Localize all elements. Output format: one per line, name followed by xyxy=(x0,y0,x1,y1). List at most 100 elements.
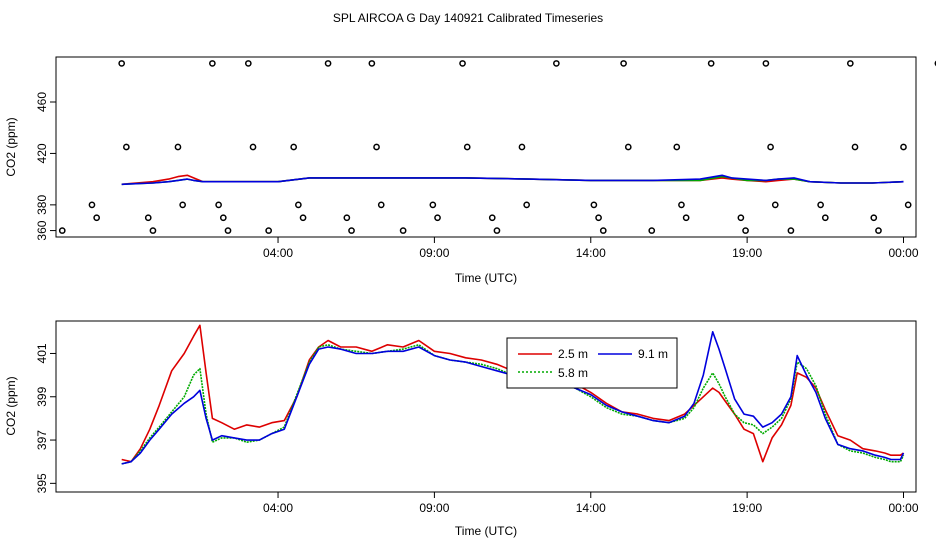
calibration-point xyxy=(377,201,385,209)
overview-series-9-1-m xyxy=(121,174,904,186)
detail-y-tick-label: 397 xyxy=(35,430,49,450)
detail-y-tick-label: 399 xyxy=(35,386,49,406)
calibration-point xyxy=(249,143,257,151)
calibration-point xyxy=(118,60,126,67)
detail-x-tick-label: 14:00 xyxy=(576,501,606,515)
calibration-point xyxy=(851,143,859,151)
calibration-point xyxy=(373,143,380,151)
overview-panel: 04:00 09:00 14:00 19:00 00:00 360 380 420 460 T… xyxy=(4,56,936,285)
detail-x-tick-label: 04:00 xyxy=(263,501,293,515)
calibration-point xyxy=(737,214,745,222)
calibration-point xyxy=(93,214,101,222)
calibration-point xyxy=(553,60,560,67)
calibration-point xyxy=(429,201,437,209)
detail-x-axis: 04:00 09:00 14:00 19:00 00:00 xyxy=(263,492,919,515)
calibration-point xyxy=(434,214,441,222)
detail-x-tick-label: 09:00 xyxy=(419,501,449,515)
detail-y-axis-label: CO2 (ppm) xyxy=(4,376,18,435)
calibration-point xyxy=(295,201,302,209)
calibration-point xyxy=(523,201,531,209)
calibration-point xyxy=(771,201,779,209)
overview-plot-frame xyxy=(55,56,917,238)
calibration-point xyxy=(620,60,627,67)
calibration-point xyxy=(463,143,471,151)
overview-y-tick-label: 380 xyxy=(35,195,49,215)
calibration-point xyxy=(144,214,152,222)
calibration-point xyxy=(875,227,882,234)
calibration-point xyxy=(787,227,795,234)
calibration-point xyxy=(459,60,466,67)
calibration-point xyxy=(742,227,749,234)
overview-x-tick-label: 00:00 xyxy=(888,246,918,260)
calibration-point xyxy=(399,227,407,234)
calibration-point xyxy=(219,214,227,222)
legend-label-9-1m: 9.1 m xyxy=(638,347,668,361)
calibration-point xyxy=(870,214,878,222)
calibration-point xyxy=(624,143,632,151)
calibration-point xyxy=(224,227,232,234)
detail-x-tick-label: 00:00 xyxy=(888,501,918,515)
calibration-point xyxy=(648,227,656,234)
calibration-point xyxy=(595,214,602,222)
calibration-point xyxy=(348,227,355,234)
page-title: SPL AIRCOA G Day 140921 Calibrated Times… xyxy=(333,11,603,25)
detail-plot-frame xyxy=(55,320,917,493)
calibration-point xyxy=(265,227,273,234)
calibration-point xyxy=(174,143,182,151)
overview-x-tick-label: 09:00 xyxy=(419,246,449,260)
overview-x-tick-label: 19:00 xyxy=(732,246,762,260)
calibration-point xyxy=(290,143,298,151)
overview-x-tick-label: 14:00 xyxy=(576,246,606,260)
legend-box xyxy=(506,337,678,389)
overview-y-tick-label: 460 xyxy=(35,92,49,112)
overview-x-tick-label: 04:00 xyxy=(263,246,293,260)
detail-y-tick-label: 395 xyxy=(35,473,49,493)
calibration-point xyxy=(209,60,216,67)
detail-x-axis-label: Time (UTC) xyxy=(455,524,517,538)
calibration-point xyxy=(817,201,824,209)
calibration-point xyxy=(149,227,157,234)
calibration-point xyxy=(123,143,130,151)
calibration-point xyxy=(299,214,307,222)
calibration-point xyxy=(493,227,501,234)
legend-label-5-8m: 5.8 m xyxy=(558,366,588,380)
chart-legend: 2.5 m 5.8 m 9.1 m xyxy=(506,337,678,389)
calibration-point xyxy=(767,143,774,151)
calibration-point xyxy=(488,214,496,222)
detail-panel: 04:00 09:00 14:00 19:00 00:00 395 397 399 401 T… xyxy=(4,320,919,538)
overview-y-axis: 360 380 420 460 xyxy=(35,92,56,241)
calibration-point xyxy=(904,201,912,209)
calibration-point xyxy=(590,201,598,209)
overview-y-tick-label: 360 xyxy=(35,220,49,240)
calibration-point xyxy=(707,60,715,67)
calibration-point xyxy=(215,201,222,209)
calibration-point xyxy=(343,214,351,222)
calibration-point xyxy=(368,60,376,67)
calibration-point xyxy=(934,60,936,67)
calibration-point xyxy=(58,227,66,234)
calibration-point xyxy=(599,227,607,234)
legend-label-2-5m: 2.5 m xyxy=(558,347,588,361)
calibration-point xyxy=(762,60,770,67)
overview-y-axis-label: CO2 (ppm) xyxy=(4,117,18,176)
calibration-point xyxy=(821,214,829,222)
detail-y-tick-label: 401 xyxy=(35,343,49,363)
calibration-point xyxy=(88,201,96,209)
calibration-point xyxy=(846,60,854,67)
overview-x-axis: 04:00 09:00 14:00 19:00 00:00 xyxy=(263,237,919,260)
calibration-point xyxy=(518,143,526,151)
detail-y-axis: 395 397 399 401 xyxy=(35,343,56,493)
overview-marks xyxy=(58,60,936,234)
calibration-point xyxy=(324,60,332,67)
calibration-point xyxy=(179,201,187,209)
calibration-point xyxy=(244,60,252,67)
calibration-point xyxy=(673,143,681,151)
detail-x-tick-label: 19:00 xyxy=(732,501,762,515)
calibration-point xyxy=(678,201,685,209)
calibration-point xyxy=(682,214,690,222)
overview-y-tick-label: 420 xyxy=(35,143,49,163)
overview-x-axis-label: Time (UTC) xyxy=(455,271,517,285)
